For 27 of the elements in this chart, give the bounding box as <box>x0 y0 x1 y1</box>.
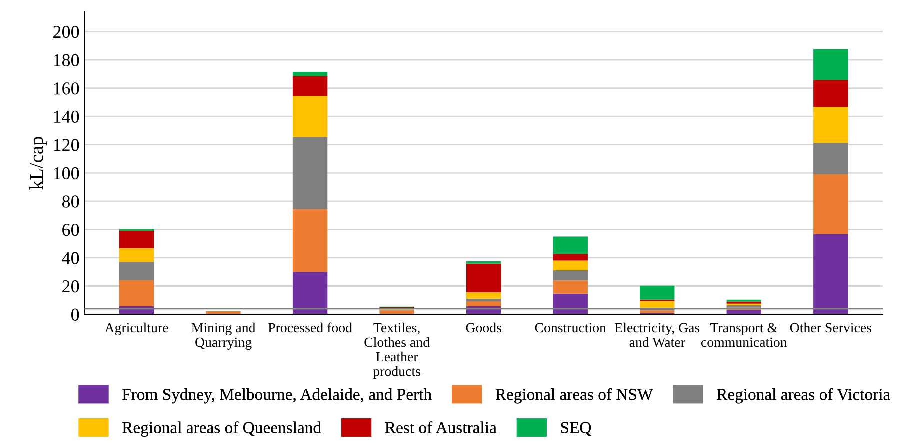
legend-label: From Sydney, Melbourne, Adelaide, and Perth <box>122 388 432 404</box>
x-tick-label: Agriculture <box>104 322 168 336</box>
legend-label: Regional areas of Victoria <box>717 388 890 404</box>
x-tick-label: Mining and Quarrying <box>192 322 256 350</box>
y-tick-label: 20 <box>62 280 80 293</box>
y-tick-label: 140 <box>54 110 80 124</box>
x-tick-label: Transport & communication <box>701 323 788 348</box>
y-tick-label: 60 <box>62 224 80 236</box>
x-tick-label: Construction <box>535 323 606 333</box>
y-tick-label: 120 <box>54 139 80 152</box>
x-tick-label: Electricity, Gas and Water <box>615 322 700 348</box>
y-tick-label: 40 <box>62 252 80 264</box>
x-tick-label: Other Services <box>790 322 872 333</box>
legend-label: Rest of Australia <box>385 422 497 434</box>
y-tick-label: 0 <box>71 308 80 321</box>
legend-label: Regional areas of NSW <box>496 388 654 404</box>
x-tick-label: Goods <box>466 322 502 333</box>
legend-label: SEQ <box>561 422 592 436</box>
legend-label: Regional areas of Queensland <box>122 422 322 437</box>
y-tick-label: 160 <box>54 82 80 95</box>
x-tick-label: Textiles, Clothes and Leather products <box>364 322 430 380</box>
y-tick-label: 180 <box>54 54 80 66</box>
y-axis-title: kL/cap <box>30 137 48 190</box>
y-tick-label: 200 <box>54 26 80 38</box>
y-tick-label: 80 <box>62 196 80 208</box>
y-tick-label: 100 <box>54 167 80 180</box>
x-tick-label: Processed food <box>268 322 352 333</box>
